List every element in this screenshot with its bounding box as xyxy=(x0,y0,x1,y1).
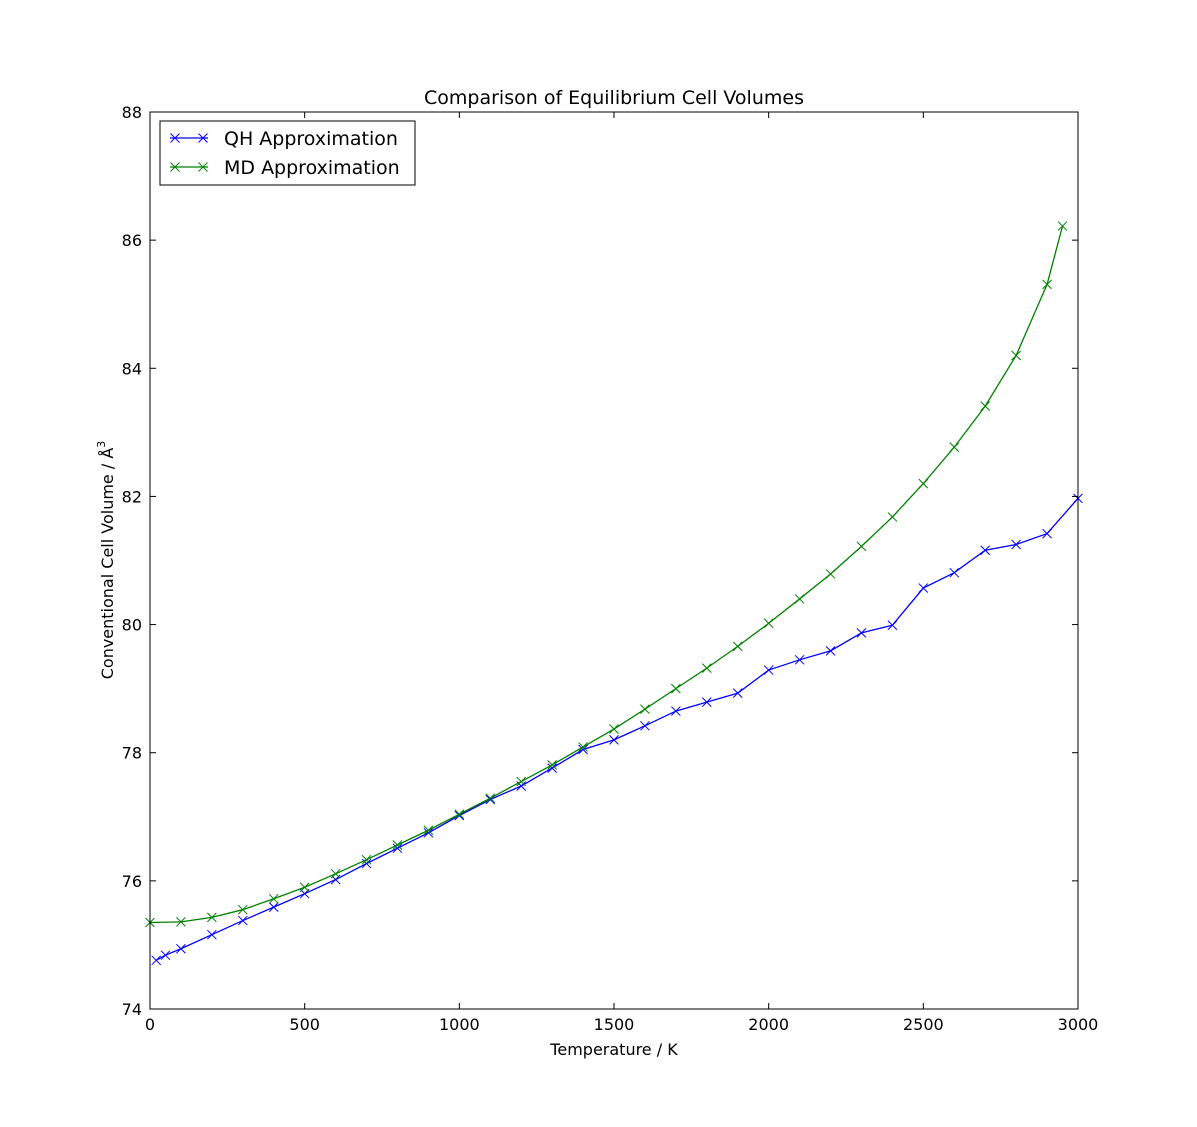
data-point-qh xyxy=(825,645,836,656)
data-point-md xyxy=(794,594,805,604)
data-point-qh xyxy=(609,735,619,745)
data-point-qh xyxy=(856,628,867,638)
legend: QH Approximation MD Approximation xyxy=(159,120,416,186)
y-tick-label: 86 xyxy=(122,231,142,250)
y-axis-label: Conventional Cell Volume / Å3 xyxy=(95,441,117,680)
data-point-qh xyxy=(949,567,960,578)
data-point-qh xyxy=(1011,539,1021,550)
x-axis: 0 500 1000 1500 2000 2500 3000 xyxy=(145,112,1098,1034)
legend-box xyxy=(159,120,416,186)
legend-marker xyxy=(198,133,208,143)
data-point-md xyxy=(1057,221,1068,231)
series-qh xyxy=(151,493,1083,966)
data-point-md xyxy=(547,760,557,770)
data-point-qh xyxy=(671,706,681,716)
x-tick-label: 1500 xyxy=(594,1015,635,1034)
data-point-md xyxy=(949,442,960,452)
y-tick-label: 84 xyxy=(122,359,142,378)
x-tick-label: 2000 xyxy=(748,1015,789,1034)
y-axis: 74 76 78 80 82 84 86 88 xyxy=(122,103,1078,1019)
data-point-md xyxy=(732,641,743,652)
data-point-md xyxy=(268,893,279,904)
y-tick-label: 76 xyxy=(122,872,142,891)
legend-marker xyxy=(170,162,180,172)
x-tick-label: 3000 xyxy=(1058,1015,1099,1034)
data-point-qh xyxy=(918,583,929,593)
data-point-qh xyxy=(887,620,898,631)
data-point-qh xyxy=(268,902,279,912)
data-point-qh xyxy=(392,843,403,854)
data-point-qh xyxy=(423,827,434,838)
data-point-qh xyxy=(237,915,248,926)
data-point-md xyxy=(454,809,465,820)
data-point-md xyxy=(485,793,496,804)
legend-marker xyxy=(170,133,180,143)
data-point-md xyxy=(299,882,310,893)
data-point-md xyxy=(980,401,991,411)
y-axis-label-superscript: 3 xyxy=(95,441,108,448)
data-point-md xyxy=(392,840,403,850)
data-point-md xyxy=(361,854,372,865)
y-tick-label: 74 xyxy=(122,1000,142,1019)
y-tick-label: 82 xyxy=(122,487,142,506)
data-point-md xyxy=(887,512,898,522)
data-point-md xyxy=(516,776,527,787)
data-point-md xyxy=(671,683,681,694)
x-tick-label: 500 xyxy=(289,1015,320,1034)
data-point-qh xyxy=(160,950,171,961)
data-point-qh xyxy=(151,955,162,966)
y-tick-label: 78 xyxy=(122,744,142,763)
data-point-md xyxy=(1011,350,1021,361)
data-point-qh xyxy=(578,744,588,755)
data-point-qh xyxy=(763,665,774,675)
data-point-qh xyxy=(547,763,557,773)
x-tick-label: 0 xyxy=(145,1015,155,1034)
data-point-md xyxy=(856,541,867,552)
legend-entry-qh: QH Approximation xyxy=(170,128,398,150)
data-point-md xyxy=(1042,279,1052,290)
y-axis-label-text: Conventional Cell Volume / Å xyxy=(98,448,117,680)
x-tick-label: 1000 xyxy=(439,1015,480,1034)
data-point-md xyxy=(176,917,186,927)
data-point-md xyxy=(918,478,929,489)
data-point-qh xyxy=(794,654,805,665)
series-md xyxy=(145,221,1068,928)
chart-title: Comparison of Equilibrium Cell Volumes xyxy=(424,87,804,109)
legend-entry-md: MD Approximation xyxy=(170,157,400,179)
data-point-md xyxy=(423,825,434,836)
data-point-qh xyxy=(640,720,650,731)
data-point-md xyxy=(609,724,619,734)
y-tick-label: 88 xyxy=(122,103,142,122)
data-point-md xyxy=(330,868,341,879)
data-point-qh xyxy=(732,688,743,698)
data-point-md xyxy=(763,618,774,629)
data-point-qh xyxy=(980,545,991,556)
data-point-qh xyxy=(176,943,186,954)
x-tick-label: 2500 xyxy=(903,1015,944,1034)
data-point-md xyxy=(701,663,712,673)
plot-area xyxy=(145,221,1083,966)
series-line-qh xyxy=(155,497,1079,961)
data-point-md xyxy=(825,569,836,579)
data-point-qh xyxy=(207,929,217,940)
data-point-md xyxy=(207,912,217,923)
legend-marker xyxy=(198,162,208,172)
y-tick-label: 80 xyxy=(122,616,142,635)
legend-label: QH Approximation xyxy=(224,128,398,150)
data-point-qh xyxy=(701,697,712,707)
data-point-md xyxy=(640,704,650,714)
data-point-md xyxy=(237,904,248,915)
data-point-qh xyxy=(1042,528,1052,539)
x-axis-label: Temperature / K xyxy=(549,1040,678,1059)
legend-label: MD Approximation xyxy=(224,157,400,179)
data-point-md xyxy=(578,742,588,752)
